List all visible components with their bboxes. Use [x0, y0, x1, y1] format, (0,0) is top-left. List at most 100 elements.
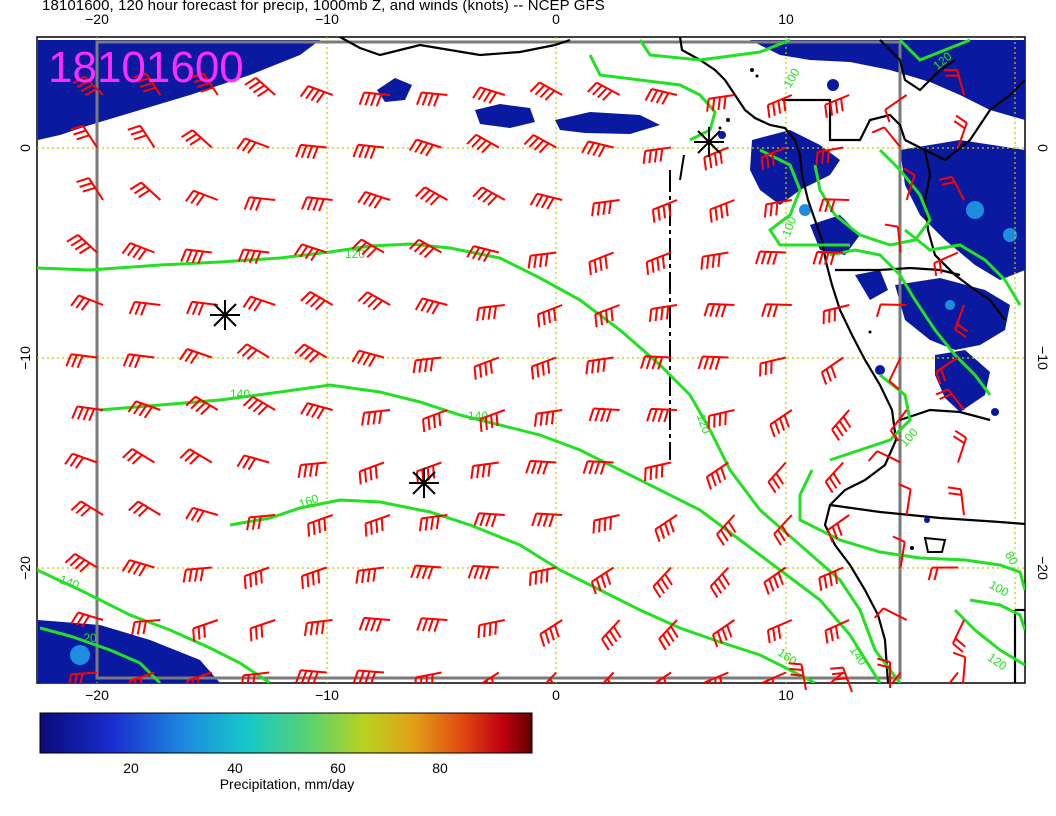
wind-barb — [944, 68, 965, 96]
wind-barb — [416, 617, 448, 633]
wind-barb — [877, 657, 891, 688]
wind-barb — [241, 671, 270, 683]
wind-barb — [64, 552, 98, 573]
wind-barb — [529, 566, 557, 586]
wind-barb — [594, 304, 620, 328]
wind-barb — [121, 242, 155, 261]
bottom-tick-label: −10 — [315, 687, 339, 703]
colorbar-tick: 60 — [330, 760, 346, 776]
wind-barb — [416, 91, 448, 107]
wind-barb — [131, 619, 161, 635]
contour-label: 140 — [58, 572, 82, 592]
contour-andes2 — [904, 228, 1022, 306]
wind-barb — [466, 133, 500, 154]
wind-barb — [243, 566, 270, 590]
wind-barb — [705, 461, 729, 490]
wind-barb — [884, 94, 908, 123]
wind-barb — [939, 175, 965, 201]
pressure-center-markers — [210, 127, 724, 498]
island — [718, 126, 722, 130]
wind-barb — [182, 566, 212, 583]
wind-barb — [529, 81, 563, 101]
wind-barb — [364, 514, 391, 537]
wind-barb — [190, 72, 219, 96]
precip-patch — [900, 140, 1025, 280]
island — [923, 536, 947, 553]
wind-barb — [898, 483, 912, 516]
contour-label: 20 — [83, 631, 97, 645]
bottom-tick-label: 0 — [552, 687, 560, 703]
wind-barb — [299, 85, 333, 104]
wind-barb — [414, 671, 442, 683]
wind-barb — [185, 395, 219, 416]
wind-barb — [645, 251, 672, 275]
wind-barb — [301, 196, 333, 212]
wind-barb — [244, 76, 276, 98]
wind-barb — [186, 300, 218, 316]
precip-patch — [935, 350, 990, 412]
left-tick-label: −10 — [17, 346, 33, 370]
contour-160 — [229, 498, 816, 683]
wind-barb — [408, 138, 442, 157]
wind-barb — [954, 304, 969, 338]
islands — [669, 68, 947, 553]
colorbar-tick: 20 — [123, 760, 139, 776]
wind-barb — [831, 409, 852, 441]
wind-barb — [875, 303, 907, 318]
wind-barb — [952, 429, 968, 463]
wind-barb — [759, 356, 787, 377]
wind-barb — [644, 88, 678, 105]
wind-barb — [700, 251, 729, 270]
wind-barb — [355, 566, 385, 584]
wind-barb — [588, 407, 620, 423]
precip-core — [945, 300, 955, 310]
wind-barb — [761, 303, 792, 318]
top-tick-label: 0 — [552, 11, 560, 27]
contour-label: 140 — [230, 387, 250, 401]
wind-barb — [352, 669, 385, 683]
wind-barb — [646, 407, 678, 423]
wind-barb — [948, 671, 959, 683]
wind-barb — [243, 196, 276, 211]
contour-label: 120 — [345, 247, 365, 261]
wind-barb — [824, 619, 850, 644]
wind-barb — [815, 146, 844, 165]
wind-barb — [590, 566, 615, 595]
wind-barb — [185, 189, 219, 206]
contour-100-coast — [798, 469, 1025, 591]
wind-barb — [525, 459, 557, 475]
contour-120-sw — [39, 626, 162, 683]
wind-barb — [703, 146, 729, 171]
wind-barb — [947, 486, 965, 516]
center-marker — [694, 127, 724, 157]
wind-barb — [128, 671, 155, 683]
coastline — [923, 149, 1006, 321]
island — [755, 74, 759, 78]
wind-barb — [766, 619, 793, 644]
wind-barb — [581, 140, 614, 158]
colorbar-tick: 40 — [227, 760, 243, 776]
wind-barb — [891, 671, 902, 683]
wind-barb — [892, 535, 906, 568]
wind-barb — [953, 114, 968, 148]
bottom-tick-label: 10 — [778, 687, 794, 703]
contour-100-inner — [829, 373, 912, 462]
wind-barb — [709, 566, 731, 599]
wind-barb — [246, 514, 276, 531]
wind-barb — [357, 291, 391, 311]
wind-barb — [889, 409, 908, 442]
contour-north-east — [898, 38, 971, 62]
contour-label: 140 — [468, 409, 488, 423]
wind-barb — [358, 461, 385, 485]
wind-barb — [826, 514, 850, 543]
wind-barb — [71, 405, 104, 422]
wind-barb — [70, 611, 104, 628]
wind-barb — [788, 662, 807, 691]
wind-barb — [470, 461, 499, 480]
precip-patch — [827, 79, 839, 91]
wind-barb — [707, 409, 735, 429]
wind-barb — [249, 619, 276, 642]
wind-barb — [295, 143, 327, 160]
precipitation-layer — [38, 40, 1025, 683]
colorbar-gradient — [39, 712, 533, 754]
